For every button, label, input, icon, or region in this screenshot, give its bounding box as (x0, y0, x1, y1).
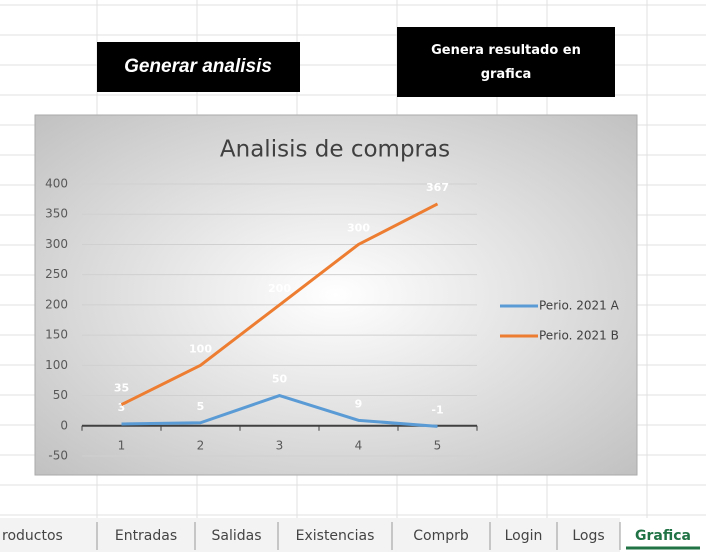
tab-bar (0, 518, 706, 552)
y-tick-label: 100 (45, 358, 68, 372)
y-tick-label: 300 (45, 237, 68, 251)
data-label: 200 (268, 282, 291, 295)
sheet-tab[interactable]: Existencias (296, 528, 375, 544)
chart-title: Analisis de compras (220, 137, 450, 163)
y-tick-label: 0 (60, 418, 68, 432)
y-tick-label: 400 (45, 177, 68, 191)
active-tab (620, 518, 706, 552)
data-label: 9 (355, 397, 363, 410)
button[interactable] (397, 27, 615, 97)
sheet-tab[interactable]: Logs (572, 528, 604, 544)
y-tick-label: 250 (45, 267, 68, 281)
y-tick-label: 350 (45, 207, 68, 221)
y-tick-label: 200 (45, 297, 68, 311)
x-tick-label: 4 (355, 438, 363, 452)
data-label: 50 (272, 373, 288, 386)
y-tick-label: -50 (48, 449, 68, 463)
sheet-tab[interactable]: Comprb (413, 528, 469, 544)
data-label: 300 (347, 221, 370, 234)
sheet-tab[interactable]: Login (505, 528, 543, 544)
legend-label: Perio. 2021 A (539, 299, 620, 313)
data-label: 35 (114, 382, 129, 395)
data-label: -1 (431, 403, 443, 416)
x-tick-label: 1 (118, 438, 126, 452)
button-label[interactable]: Genera resultado en grafica (431, 43, 581, 82)
legend-label: Perio. 2021 B (539, 329, 619, 343)
series-line (120, 202, 439, 406)
data-label: 3 (118, 401, 126, 414)
sheet-tab[interactable]: roductos (2, 528, 63, 544)
sheet-tab[interactable]: Salidas (211, 528, 261, 544)
y-tick-label: 50 (53, 388, 68, 402)
series-line (121, 394, 438, 428)
x-tick-label: 2 (197, 438, 205, 452)
data-label: 367 (426, 181, 449, 194)
y-tick-label: 150 (45, 328, 68, 342)
x-tick-label: 5 (434, 438, 442, 452)
sheet-tab[interactable]: Grafica (635, 528, 691, 544)
data-label: 5 (197, 400, 205, 413)
chart-area (34, 114, 638, 476)
x-tick-label: 3 (276, 438, 284, 452)
button[interactable] (97, 42, 300, 92)
data-label: 100 (189, 342, 212, 355)
button-label[interactable]: Generar analisis (124, 56, 272, 77)
sheet-tab[interactable]: Entradas (115, 528, 177, 544)
